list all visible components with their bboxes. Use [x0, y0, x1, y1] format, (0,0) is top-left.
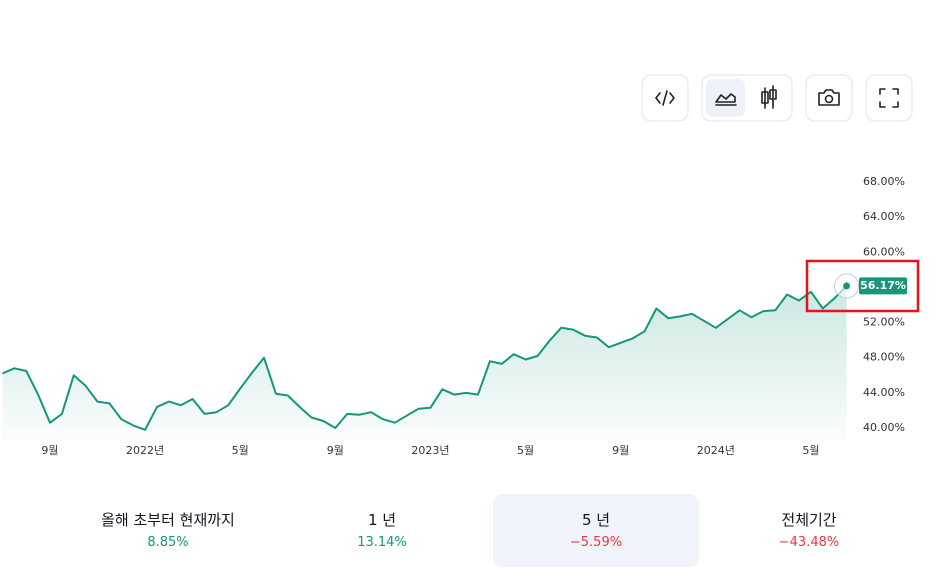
value-label: 56.17% [860, 279, 906, 292]
screenshot-button[interactable] [806, 75, 852, 121]
last-point [843, 282, 850, 289]
y-tick-label: 48.00% [863, 351, 905, 364]
y-tick-label: 40.00% [863, 421, 905, 434]
widget: 40.00%44.00%48.00%52.00%56.00%60.00%64.0… [0, 0, 947, 569]
y-tick-label: 68.00% [863, 175, 905, 188]
x-tick-label: 5월 [802, 444, 819, 457]
y-tick-label: 60.00% [863, 245, 905, 258]
period-tab[interactable]: 1 년 13.14% [279, 494, 485, 567]
period-change: 13.14% [279, 535, 485, 550]
chart: 40.00%44.00%48.00%52.00%56.00%60.00%64.0… [0, 0, 947, 569]
period-label: 1 년 [279, 509, 485, 530]
period-tab[interactable]: 전체기간 −43.48% [706, 494, 912, 567]
x-tick-label: 5월 [232, 444, 249, 457]
period-change: −43.48% [706, 535, 912, 550]
period-tab[interactable]: 올해 초부터 현재까지 8.85% [65, 494, 271, 567]
candle-button[interactable] [752, 79, 788, 117]
x-tick-label: 5월 [517, 444, 534, 457]
y-tick-label: 64.00% [863, 210, 905, 223]
y-tick-label: 52.00% [863, 316, 905, 329]
x-tick-label: 2023년 [411, 444, 449, 457]
area [2, 286, 846, 440]
period-label: 전체기간 [706, 509, 912, 530]
period-label: 5 년 [493, 509, 699, 530]
plot: 40.00%44.00%48.00%52.00%56.00%60.00%64.0… [2, 175, 907, 457]
period-change: −5.59% [493, 535, 699, 550]
x-tick-label: 9월 [327, 444, 344, 457]
x-tick-label: 9월 [612, 444, 629, 457]
y-tick-label: 44.00% [863, 386, 905, 399]
x-tick-label: 2022년 [126, 444, 164, 457]
fullscreen-button[interactable] [866, 75, 912, 121]
x-tick-label: 2024년 [697, 444, 735, 457]
period-change: 8.85% [65, 535, 271, 550]
x-tick-label: 9월 [41, 444, 58, 457]
toolbar [642, 75, 912, 121]
period-label: 올해 초부터 현재까지 [65, 509, 271, 530]
period-tab[interactable]: 5 년 −5.59% [493, 494, 699, 567]
